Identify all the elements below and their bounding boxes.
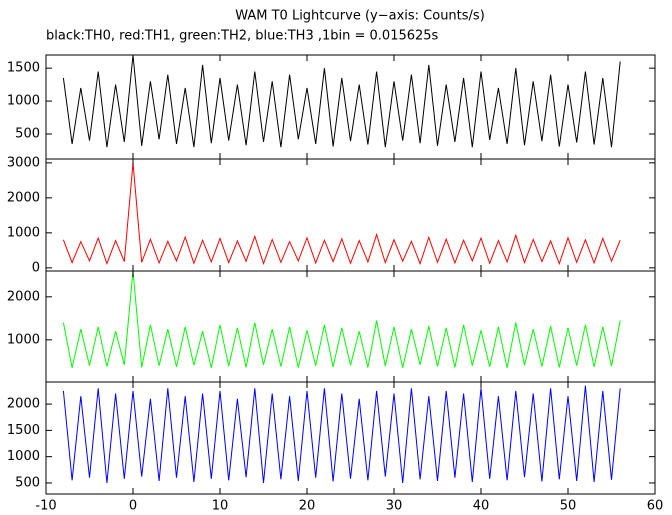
y-tick-label: 500	[15, 475, 40, 490]
panel-frame	[45, 54, 656, 160]
lightcurve	[62, 270, 621, 368]
y-tick-label: 1000	[7, 225, 40, 240]
x-tick-label: 30	[386, 499, 403, 514]
x-tick-label: -10	[35, 499, 56, 514]
x-tick-label: 10	[212, 499, 229, 514]
lightcurve	[62, 385, 621, 484]
y-tick-label: 1500	[7, 61, 40, 76]
x-tick-label: 20	[299, 499, 316, 514]
y-tick-label: 3000	[7, 155, 40, 170]
y-tick-label: 500	[15, 126, 40, 141]
chart-subtitle: black:TH0, red:TH1, green:TH2, blue:TH3 …	[46, 29, 439, 44]
lightcurve	[62, 162, 621, 266]
y-tick-label: 1000	[7, 332, 40, 347]
panel-frame	[45, 270, 656, 383]
panel-frame	[45, 381, 656, 495]
x-tick-label: 50	[560, 499, 577, 514]
y-tick-label: 2000	[7, 190, 40, 205]
x-tick-label: 40	[473, 499, 490, 514]
y-tick-label: 2000	[7, 397, 40, 412]
x-tick-label: 60	[647, 499, 664, 514]
x-tick-label: 0	[129, 499, 137, 514]
y-tick-label: 0	[32, 260, 40, 275]
y-tick-label: 1000	[7, 449, 40, 464]
lightcurve	[62, 54, 621, 148]
y-tick-label: 1500	[7, 423, 40, 438]
y-tick-label: 1000	[7, 94, 40, 109]
chart-title: WAM T0 Lightcurve (y−axis: Counts/s)	[235, 9, 485, 24]
y-tick-label: 2000	[7, 289, 40, 304]
